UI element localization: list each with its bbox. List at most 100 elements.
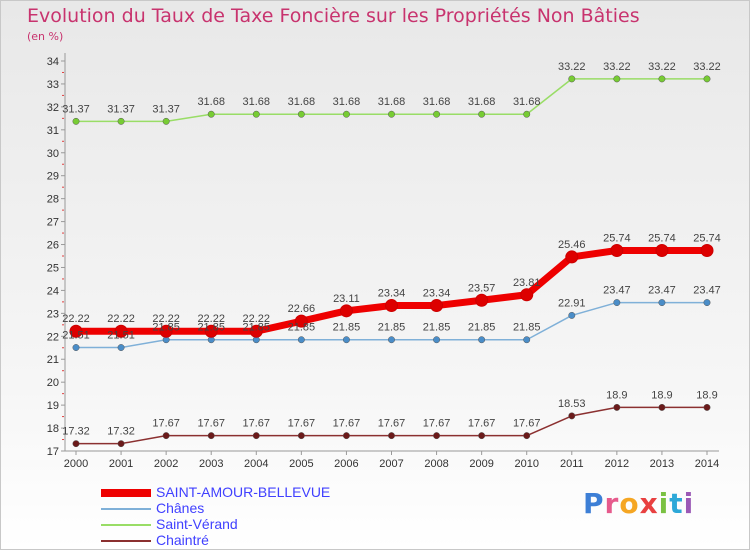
x-tick-label: 2012 [605, 458, 629, 470]
series-point [523, 432, 531, 440]
data-label: 17.67 [243, 418, 271, 430]
data-label: 25.46 [558, 239, 586, 251]
logo-letter: i [683, 487, 695, 520]
data-label: 31.68 [378, 96, 406, 108]
data-label: 17.67 [378, 418, 406, 430]
series-point [114, 324, 128, 338]
data-label: 17.67 [333, 418, 361, 430]
series-point [613, 299, 621, 307]
data-label: 31.68 [423, 96, 451, 108]
logo-letter: P [583, 487, 605, 520]
data-label: 18.53 [558, 398, 586, 410]
data-label: 21.51 [62, 330, 90, 342]
series-point [297, 432, 305, 440]
data-label: 22.66 [288, 303, 316, 315]
x-tick-label: 2000 [64, 458, 88, 470]
data-label: 17.67 [288, 418, 316, 430]
data-label: 17.67 [513, 418, 541, 430]
x-tick-label: 2010 [514, 458, 538, 470]
data-label: 31.68 [243, 96, 271, 108]
data-label: 25.74 [603, 232, 631, 244]
y-tick-label: 27 [47, 217, 59, 229]
data-label: 23.47 [648, 285, 676, 297]
data-label: 25.74 [693, 232, 721, 244]
data-label: 22.91 [558, 297, 586, 309]
x-tick-label: 2006 [334, 458, 358, 470]
series-point [207, 110, 215, 118]
data-label: 33.22 [558, 61, 586, 73]
series-point [565, 250, 579, 264]
data-label: 17.67 [152, 418, 180, 430]
series-point [703, 299, 711, 307]
legend-label: SAINT-AMOUR-BELLEVUE [156, 484, 331, 500]
data-label: 17.67 [197, 418, 225, 430]
y-tick-label: 21 [47, 354, 59, 366]
y-tick-label: 25 [47, 262, 59, 274]
series-point [520, 288, 534, 302]
data-label: 22.22 [197, 313, 225, 325]
y-tick-label: 31 [47, 125, 59, 137]
y-tick-label: 34 [47, 56, 59, 68]
data-label: 33.22 [693, 61, 721, 73]
data-label: 21.85 [333, 322, 361, 334]
series-point [294, 314, 308, 328]
data-label: 21.85 [152, 322, 180, 334]
data-label: 18.9 [606, 389, 627, 401]
y-tick-label: 30 [47, 148, 59, 160]
data-label: 31.37 [152, 103, 180, 115]
series-point [568, 412, 576, 420]
data-label: 18.9 [651, 389, 672, 401]
y-tick-label: 19 [47, 400, 59, 412]
y-tick-label: 33 [47, 79, 59, 91]
series-point [658, 403, 666, 411]
series-point [568, 311, 576, 319]
series-point [388, 336, 395, 344]
series-point [388, 110, 395, 118]
data-label: 21.85 [288, 322, 316, 334]
series-point [703, 75, 711, 83]
series-point [207, 432, 215, 440]
data-label: 22.22 [62, 313, 90, 325]
x-tick-label: 2004 [244, 458, 268, 470]
series-point [385, 299, 398, 313]
data-label: 18.9 [696, 389, 717, 401]
y-tick-label: 26 [47, 240, 59, 252]
data-label: 23.47 [693, 285, 721, 297]
y-tick-label: 22 [47, 331, 59, 343]
series-point [610, 243, 624, 257]
series-point [478, 336, 486, 344]
logo-letter: r [604, 487, 620, 520]
series-point [72, 117, 80, 125]
legend-label: Chaintré [156, 532, 209, 548]
series-point [342, 336, 350, 344]
data-label: 17.67 [468, 418, 496, 430]
data-label: 23.47 [603, 285, 631, 297]
x-tick-label: 2008 [424, 458, 448, 470]
legend-swatch [101, 489, 151, 497]
data-label: 17.67 [423, 418, 451, 430]
series-point [658, 75, 666, 83]
series-point [252, 110, 260, 118]
data-label: 21.85 [243, 322, 271, 334]
data-label: 23.34 [378, 288, 406, 300]
y-tick-label: 28 [47, 194, 59, 206]
data-label: 31.68 [513, 96, 541, 108]
x-tick-label: 2009 [469, 458, 493, 470]
series-point [69, 324, 83, 338]
series-point [297, 110, 305, 118]
chart-title: Evolution du Taux de Taxe Foncière sur l… [27, 5, 640, 27]
logo-letter: i [658, 487, 670, 520]
data-label: 21.51 [107, 330, 135, 342]
series-point [342, 110, 350, 118]
x-tick-label: 2005 [289, 458, 313, 470]
logo-letter: o [619, 487, 640, 520]
series-point [252, 432, 260, 440]
series-point [658, 299, 666, 307]
series-point [703, 403, 711, 411]
legend-swatch [101, 524, 151, 526]
series-point [700, 243, 714, 257]
x-tick-label: 2011 [560, 458, 584, 470]
data-label: 23.11 [333, 293, 360, 305]
data-label: 23.57 [468, 282, 496, 294]
